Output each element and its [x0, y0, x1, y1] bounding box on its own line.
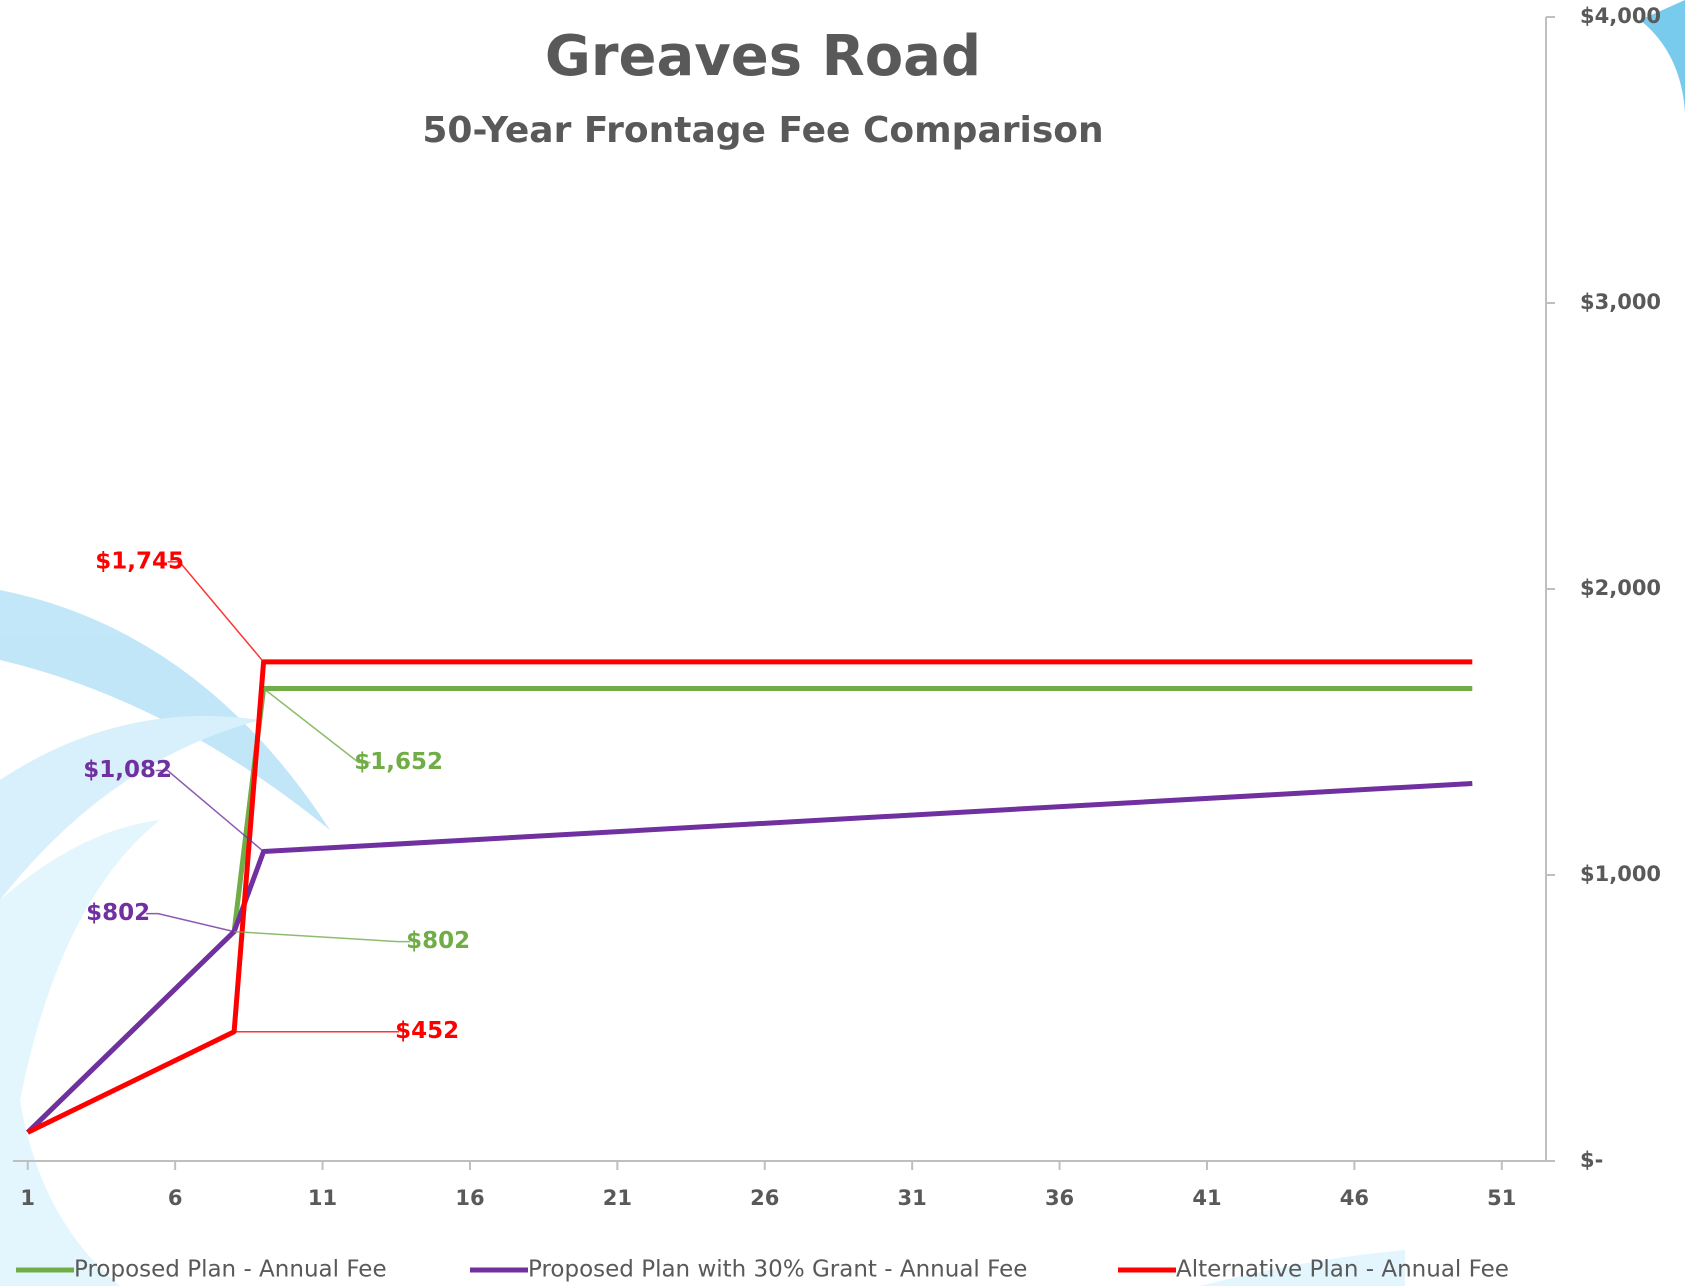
- x-tick-label: 31: [898, 1186, 927, 1210]
- leader-line: [146, 912, 235, 933]
- x-tick-label: 51: [1487, 1186, 1516, 1210]
- y-tick-label: $1,000: [1580, 862, 1661, 886]
- y-tick-label: $-: [1580, 1148, 1603, 1172]
- x-tick-label: 11: [308, 1186, 337, 1210]
- chart-subtitle: 50-Year Frontage Fee Comparison: [422, 110, 1103, 151]
- data-label: $1,652: [354, 749, 443, 775]
- y-tick-label: $4,000: [1580, 4, 1661, 28]
- x-tick-label: 6: [168, 1186, 183, 1210]
- x-tick-label: 21: [603, 1186, 632, 1210]
- leader-line: [155, 769, 265, 853]
- leader-line: [263, 687, 371, 764]
- x-tick-label: 41: [1192, 1186, 1221, 1210]
- x-tick-label: 1: [20, 1186, 35, 1210]
- data-label: $802: [406, 928, 470, 954]
- x-tick-label: 16: [455, 1186, 484, 1210]
- y-tick-label: $2,000: [1580, 576, 1661, 600]
- data-label: $1,082: [83, 757, 172, 783]
- x-tick-label: 36: [1045, 1186, 1074, 1210]
- data-label: $452: [395, 1018, 459, 1044]
- series-line: [25, 780, 1473, 1135]
- leader-line: [234, 930, 411, 943]
- series-line: [26, 659, 1473, 1135]
- data-label: $1,745: [95, 548, 184, 574]
- legend-label: Proposed Plan with 30% Grant - Annual Fe…: [528, 1257, 1027, 1283]
- chart-title: Greaves Road: [545, 24, 981, 89]
- x-tick-label: 26: [750, 1186, 779, 1210]
- data-label: $802: [86, 900, 150, 926]
- y-tick-label: $3,000: [1580, 290, 1661, 314]
- legend-label: Alternative Plan - Annual Fee: [1176, 1257, 1509, 1283]
- legend-label: Proposed Plan - Annual Fee: [74, 1257, 387, 1283]
- x-tick-label: 46: [1340, 1186, 1369, 1210]
- leader-line: [167, 561, 265, 663]
